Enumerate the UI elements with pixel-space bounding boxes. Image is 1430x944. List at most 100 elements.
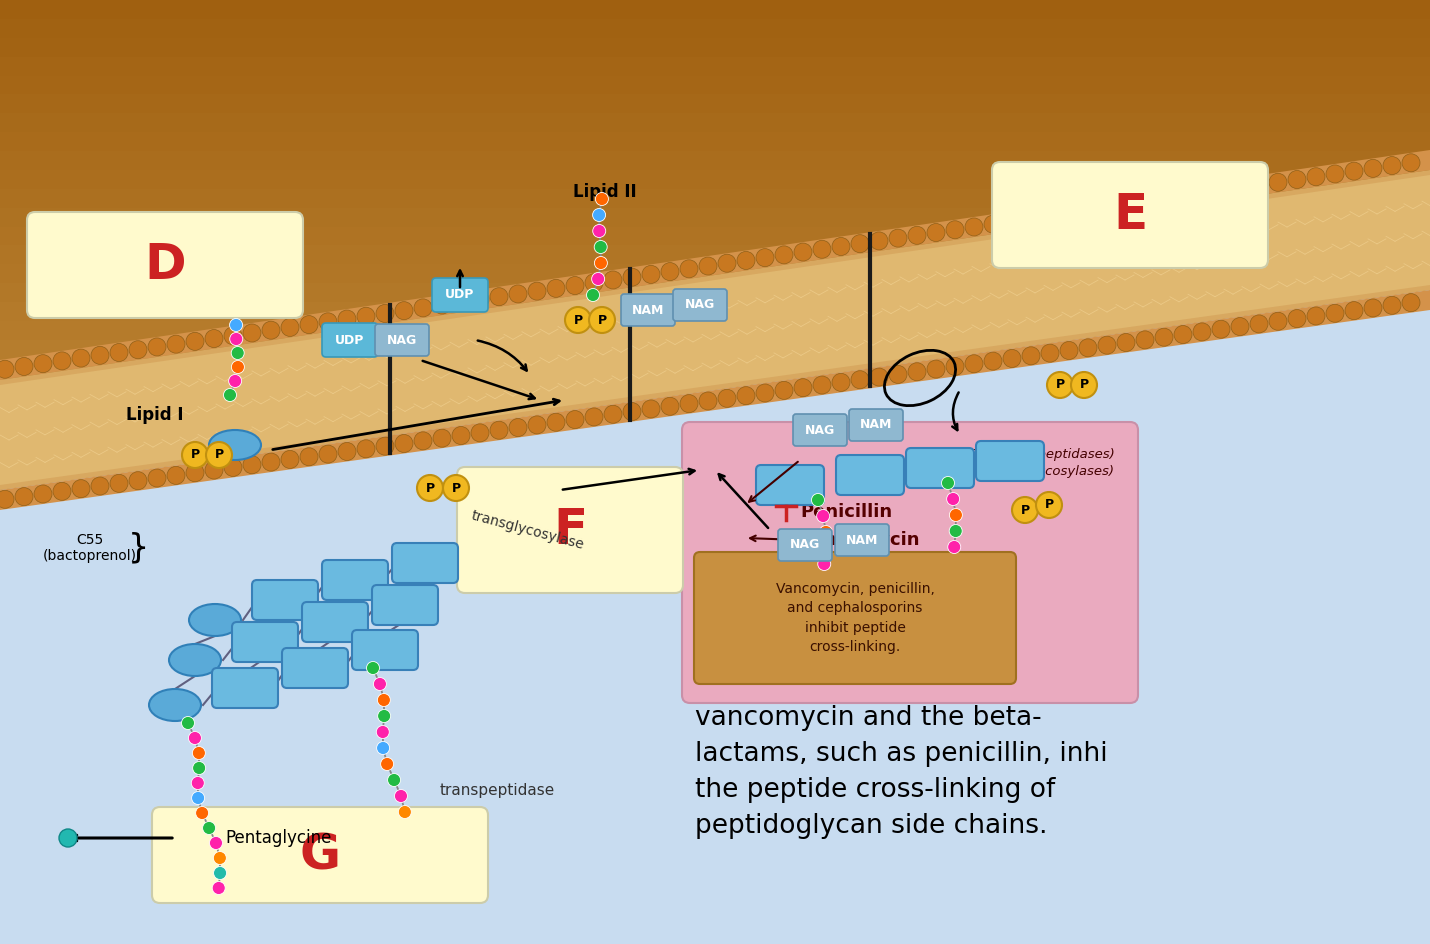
- Polygon shape: [0, 510, 1430, 529]
- Polygon shape: [0, 57, 1430, 76]
- Circle shape: [366, 662, 379, 675]
- Circle shape: [232, 346, 245, 360]
- Circle shape: [681, 395, 698, 413]
- Circle shape: [585, 408, 603, 426]
- Circle shape: [819, 526, 832, 538]
- Polygon shape: [0, 921, 1430, 944]
- Polygon shape: [0, 831, 1430, 853]
- Circle shape: [819, 542, 832, 554]
- Circle shape: [34, 485, 51, 503]
- Circle shape: [1326, 304, 1344, 322]
- Circle shape: [814, 376, 831, 394]
- Circle shape: [1035, 492, 1062, 518]
- Polygon shape: [0, 170, 1430, 189]
- Polygon shape: [0, 740, 1430, 763]
- FancyBboxPatch shape: [458, 467, 684, 593]
- Circle shape: [566, 277, 583, 295]
- Text: P: P: [1055, 379, 1064, 392]
- Circle shape: [592, 273, 605, 285]
- Polygon shape: [0, 132, 1430, 151]
- Ellipse shape: [189, 604, 242, 636]
- Circle shape: [319, 446, 337, 464]
- Circle shape: [209, 836, 223, 850]
- Text: NAG: NAG: [805, 424, 835, 436]
- Circle shape: [358, 440, 375, 458]
- Text: NAM: NAM: [632, 304, 664, 316]
- Circle shape: [203, 821, 216, 834]
- Text: NAG: NAG: [789, 538, 821, 551]
- Circle shape: [129, 341, 147, 359]
- Text: Penicillin: Penicillin: [799, 503, 892, 521]
- Circle shape: [399, 805, 412, 818]
- Circle shape: [59, 829, 77, 847]
- Circle shape: [595, 257, 608, 269]
- Polygon shape: [0, 113, 1430, 132]
- Circle shape: [775, 245, 794, 264]
- Circle shape: [927, 360, 945, 379]
- FancyBboxPatch shape: [977, 441, 1044, 481]
- Polygon shape: [0, 321, 1430, 340]
- Text: Vancomycin, penicillin,
and cephalosporins
inhibit peptide
cross-linking.: Vancomycin, penicillin, and cephalospori…: [775, 582, 934, 654]
- Circle shape: [1364, 160, 1381, 177]
- Text: }: }: [129, 531, 149, 565]
- Text: transpeptidase: transpeptidase: [440, 783, 555, 798]
- Circle shape: [965, 218, 982, 236]
- Circle shape: [1288, 171, 1306, 189]
- Ellipse shape: [149, 689, 202, 721]
- Circle shape: [947, 221, 964, 239]
- Circle shape: [775, 381, 794, 399]
- Polygon shape: [0, 513, 1430, 535]
- Circle shape: [376, 741, 389, 754]
- Circle shape: [1326, 165, 1344, 183]
- Circle shape: [586, 289, 599, 301]
- Circle shape: [1250, 315, 1268, 333]
- Circle shape: [699, 392, 716, 410]
- Circle shape: [72, 349, 90, 367]
- Polygon shape: [0, 227, 1430, 245]
- Circle shape: [193, 747, 206, 760]
- Polygon shape: [0, 175, 1430, 485]
- Circle shape: [92, 346, 109, 364]
- Circle shape: [1060, 342, 1078, 360]
- Polygon shape: [0, 490, 1430, 513]
- Circle shape: [1135, 330, 1154, 349]
- Circle shape: [1288, 310, 1306, 328]
- FancyBboxPatch shape: [152, 807, 488, 903]
- Polygon shape: [0, 649, 1430, 671]
- Circle shape: [213, 851, 226, 865]
- Polygon shape: [0, 623, 1430, 642]
- Circle shape: [869, 232, 888, 250]
- Text: UDP: UDP: [335, 333, 365, 346]
- Circle shape: [595, 241, 608, 254]
- Circle shape: [927, 224, 945, 242]
- Text: P: P: [426, 481, 435, 495]
- Circle shape: [603, 405, 622, 423]
- Circle shape: [212, 882, 225, 895]
- Circle shape: [0, 490, 14, 508]
- Circle shape: [1155, 329, 1173, 346]
- Circle shape: [380, 757, 393, 770]
- Circle shape: [889, 365, 907, 383]
- Text: D: D: [144, 241, 186, 289]
- Circle shape: [1193, 184, 1211, 202]
- Circle shape: [592, 225, 606, 238]
- Circle shape: [373, 678, 386, 690]
- Circle shape: [589, 307, 615, 333]
- Circle shape: [395, 789, 408, 802]
- FancyBboxPatch shape: [375, 324, 429, 356]
- Circle shape: [661, 262, 679, 280]
- Polygon shape: [0, 808, 1430, 831]
- FancyBboxPatch shape: [372, 585, 438, 625]
- Polygon shape: [0, 94, 1430, 113]
- FancyBboxPatch shape: [27, 212, 303, 318]
- Circle shape: [14, 488, 33, 506]
- Circle shape: [243, 456, 262, 474]
- Circle shape: [182, 716, 194, 730]
- Circle shape: [225, 327, 242, 345]
- Text: Vancomycin: Vancomycin: [799, 531, 921, 549]
- Circle shape: [1213, 320, 1230, 338]
- Circle shape: [213, 867, 226, 880]
- Circle shape: [948, 541, 961, 553]
- Circle shape: [452, 294, 470, 312]
- Circle shape: [718, 254, 736, 272]
